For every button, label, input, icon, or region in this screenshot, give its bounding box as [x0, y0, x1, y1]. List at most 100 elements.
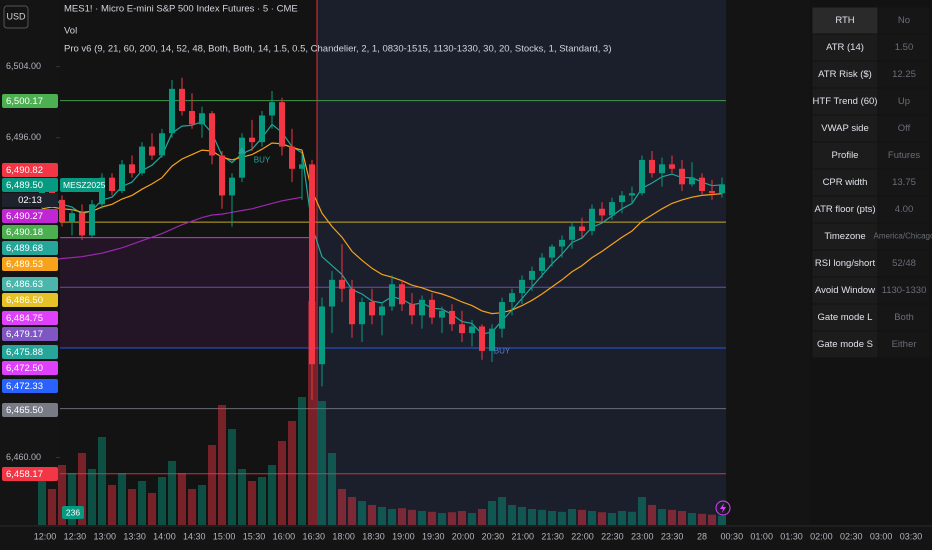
- candle-body: [579, 226, 585, 231]
- candle-body: [719, 184, 725, 194]
- table-value: Either: [892, 339, 917, 350]
- candle-body: [139, 146, 145, 174]
- table-cell: [877, 60, 931, 89]
- candle-body: [109, 177, 115, 191]
- price-label: 6,500.17: [6, 96, 43, 107]
- table-value: 52/48: [892, 258, 916, 269]
- x-tick-label: 13:30: [123, 531, 146, 541]
- price-label: 6,472.33: [6, 381, 43, 392]
- price-label-box: [2, 94, 58, 108]
- table-label: ATR Risk ($): [818, 69, 872, 80]
- x-tick-label: 19:00: [392, 531, 415, 541]
- table-label: Profile: [832, 150, 859, 161]
- volume-bar: [718, 515, 726, 525]
- table-label: RTH: [835, 15, 854, 26]
- candle-body: [159, 133, 165, 156]
- table-label: ATR (14): [826, 42, 864, 53]
- countdown-box: [2, 193, 58, 207]
- pre-session-bg: [60, 0, 317, 525]
- currency[interactable]: USD: [6, 11, 26, 21]
- volume-bar: [128, 489, 136, 525]
- volume-legend: Vol: [64, 26, 77, 37]
- volume-bar: [368, 505, 376, 525]
- candle-body: [209, 113, 215, 156]
- volume-bar: [448, 512, 456, 525]
- x-tick-label: 13:00: [93, 531, 116, 541]
- volume-bar: [38, 477, 46, 525]
- table-value: 1130-1330: [882, 285, 927, 296]
- table-value: 13.75: [892, 177, 916, 188]
- table-value: Off: [898, 123, 911, 134]
- price-label: 6,475.88: [6, 347, 43, 358]
- price-label-box: [2, 209, 58, 223]
- candle-body: [299, 164, 305, 169]
- candle-body: [389, 284, 395, 307]
- volume-bar: [98, 437, 106, 525]
- volume-bar: [698, 513, 706, 525]
- table-value: America/Chicago: [874, 232, 932, 241]
- candle-body: [259, 115, 265, 143]
- table-cell: [811, 114, 879, 143]
- volume-bar: [78, 453, 86, 525]
- candle-body: [489, 328, 495, 351]
- volume-bar: [638, 497, 646, 525]
- candle-body: [169, 88, 175, 134]
- candle-body: [509, 293, 515, 303]
- table-value: No: [898, 15, 910, 26]
- table-cell: [811, 60, 879, 89]
- volume-bar: [688, 513, 696, 525]
- table-label: CPR width: [823, 177, 868, 188]
- table-cell: [811, 141, 879, 170]
- price-label: 6,489.50: [6, 180, 43, 191]
- table-cell: [877, 276, 931, 305]
- volume-bar: [528, 509, 536, 525]
- x-tick-label: 28: [697, 531, 707, 541]
- candle-body: [629, 193, 635, 196]
- volume-bar: [218, 405, 226, 525]
- candle-body: [379, 306, 385, 316]
- volume-bar: [108, 485, 116, 525]
- candle-body: [689, 177, 695, 185]
- plot-area: 6,504.00 6,496.00 6,460.00 BUY BUY 6,500.17 6,…: [2, 0, 726, 525]
- volume-bar: [48, 489, 56, 525]
- currency-box[interactable]: [3, 5, 29, 29]
- table-cell: [877, 249, 931, 278]
- price-label: 6,486.50: [6, 295, 43, 306]
- alert-icon[interactable]: [715, 500, 731, 516]
- table-label: Gate mode L: [818, 312, 873, 323]
- volume-bar: [538, 509, 546, 525]
- candle-body: [519, 279, 525, 294]
- volume-bar: [88, 469, 96, 525]
- candle-body: [639, 159, 645, 194]
- indicator-legend: Pro v6 (9, 21, 60, 200, 14, 52, 48, Both…: [64, 44, 612, 55]
- x-tick-label: 19:30: [422, 531, 445, 541]
- candle-body: [59, 199, 65, 223]
- x-tick-label: 22:00: [571, 531, 594, 541]
- table-cell: [877, 168, 931, 197]
- x-tick-label: 01:30: [780, 531, 803, 541]
- volume-bar: [498, 497, 506, 525]
- volume-bar: [208, 445, 216, 525]
- volume-bar: [668, 509, 676, 525]
- candle-body: [279, 102, 285, 147]
- price-label-box: [2, 467, 58, 481]
- price-label: 6,479.17: [6, 329, 43, 340]
- table-label: ATR floor (pts): [814, 204, 875, 215]
- symbol-title: MES1! · Micro E-mini S&P 500 Index Futur…: [64, 4, 298, 15]
- candle-body: [149, 146, 155, 156]
- x-tick-label: 14:00: [153, 531, 176, 541]
- candle-body: [239, 137, 245, 178]
- volume-bar: [178, 473, 186, 525]
- price-label: 6,490.27: [6, 211, 43, 222]
- candle-body: [179, 88, 185, 112]
- price-label-box: [2, 403, 58, 417]
- x-tick-label: 20:30: [482, 531, 505, 541]
- candle-body: [309, 164, 315, 365]
- candle-body: [429, 299, 435, 318]
- candle-body: [549, 246, 555, 258]
- table-cell: [811, 303, 879, 332]
- x-tick-label: 21:30: [541, 531, 564, 541]
- table-label: Avoid Window: [815, 285, 875, 296]
- x-tick-label: 03:30: [900, 531, 923, 541]
- candle-body: [609, 202, 615, 216]
